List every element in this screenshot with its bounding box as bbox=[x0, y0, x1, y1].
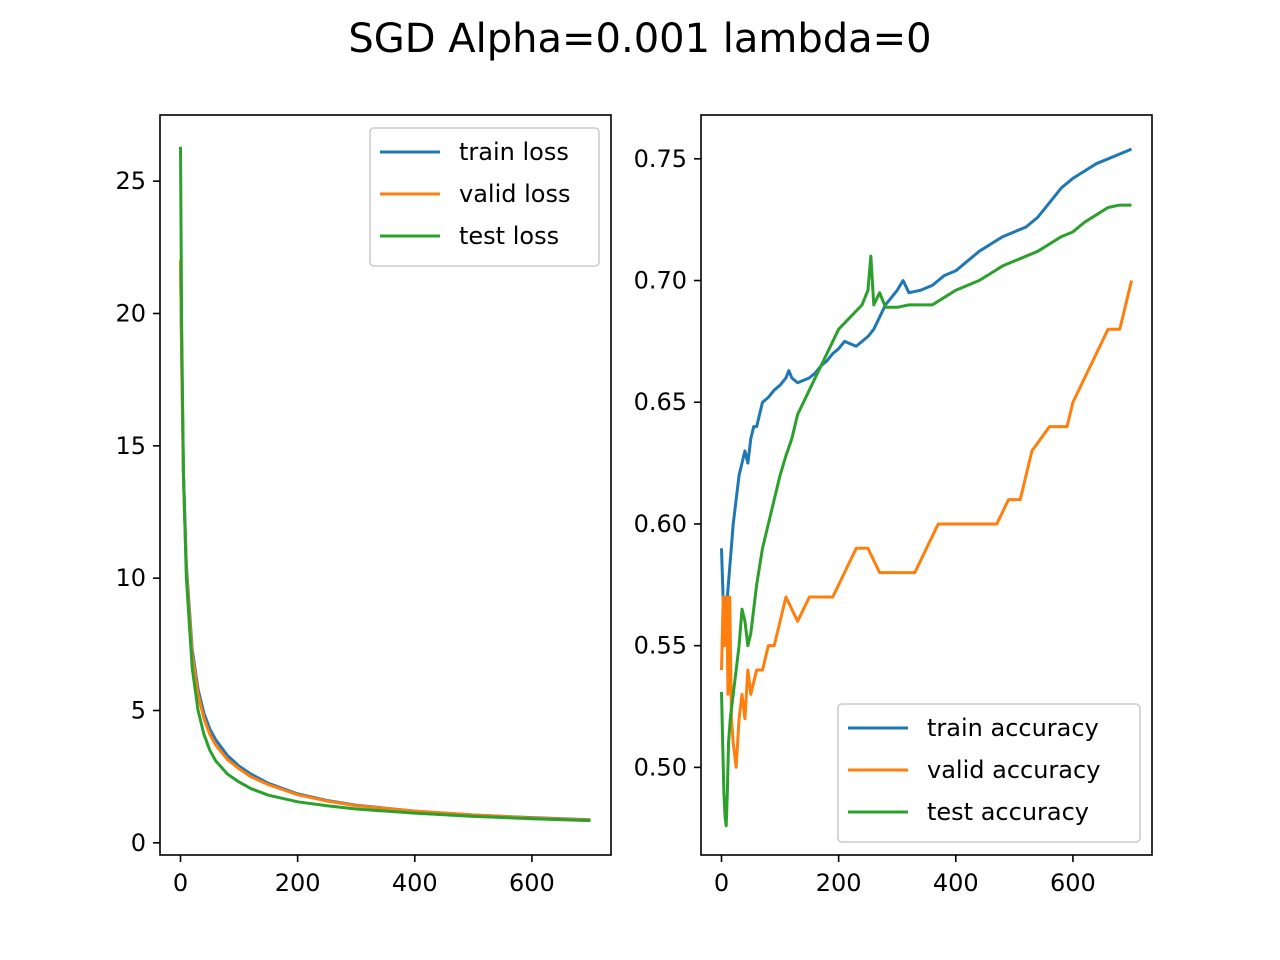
x-tick-label: 0 bbox=[173, 869, 188, 897]
legend-label: train loss bbox=[459, 138, 569, 166]
loss-chart: 0 200 400 600 0 5 10 15 20 25 train loss valid loss… bbox=[115, 114, 612, 897]
legend: train accuracy valid accuracy test accurac… bbox=[837, 703, 1141, 843]
legend-box bbox=[369, 127, 600, 267]
series-test-accuracy bbox=[720, 203, 1132, 828]
legend-label: valid loss bbox=[459, 180, 570, 208]
y-tick-label: 0.55 bbox=[634, 632, 687, 660]
y-tick-label: 20 bbox=[115, 299, 146, 327]
x-tick-label: 200 bbox=[275, 869, 321, 897]
y-tick-label: 0.50 bbox=[634, 753, 687, 781]
legend-box bbox=[837, 703, 1141, 843]
x-tick-label: 400 bbox=[933, 869, 979, 897]
legend: train loss valid loss test loss bbox=[369, 127, 600, 267]
x-tick-label: 200 bbox=[816, 869, 862, 897]
accuracy-chart: 0 200 400 600 0.50 0.55 0.60 0.65 0.70 0.75 train … bbox=[634, 114, 1153, 897]
series-lines bbox=[720, 147, 1133, 828]
x-tick-label: 600 bbox=[509, 869, 555, 897]
y-tick-label: 10 bbox=[115, 564, 146, 592]
axes-frame bbox=[159, 114, 612, 856]
axes-frame bbox=[700, 114, 1153, 856]
series-train-accuracy bbox=[720, 147, 1133, 623]
series-valid-loss bbox=[179, 260, 591, 822]
y-tick-label: 0.60 bbox=[634, 510, 687, 538]
figure-title: SGD Alpha=0.001 lambda=0 bbox=[348, 16, 931, 62]
legend-label: valid accuracy bbox=[927, 756, 1100, 784]
y-tick-label: 25 bbox=[115, 167, 146, 195]
x-tick-label: 0 bbox=[714, 869, 729, 897]
legend-label: test accuracy bbox=[927, 798, 1089, 826]
series-train-loss bbox=[179, 260, 591, 822]
y-tick-label: 0.65 bbox=[634, 388, 687, 416]
y-tick-label: 0.70 bbox=[634, 267, 687, 295]
series-valid-accuracy bbox=[720, 280, 1133, 769]
series-test-loss bbox=[179, 146, 591, 823]
y-tick-label: 15 bbox=[115, 432, 146, 460]
legend-label: test loss bbox=[459, 222, 559, 250]
y-tick-label: 0 bbox=[131, 829, 146, 857]
x-tick-label: 400 bbox=[392, 869, 438, 897]
legend-label: train accuracy bbox=[927, 714, 1099, 742]
series-lines bbox=[179, 146, 591, 823]
y-tick-label: 0.75 bbox=[634, 145, 687, 173]
y-tick-label: 5 bbox=[131, 696, 146, 724]
x-tick-label: 600 bbox=[1050, 869, 1096, 897]
